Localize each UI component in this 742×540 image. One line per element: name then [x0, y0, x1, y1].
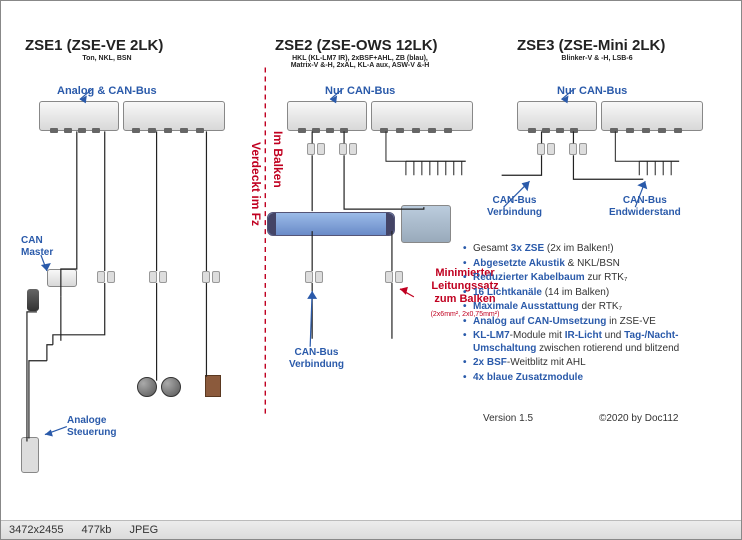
connector-icon [107, 271, 115, 283]
brown-module-icon [205, 375, 221, 397]
can-verb-1-label: CAN-Bus Verbindung [289, 347, 344, 371]
connector-icon [212, 271, 220, 283]
nur-can-2-label: Nur CAN-Bus [557, 85, 627, 97]
zse3-title: ZSE3 (ZSE-Mini 2LK) [517, 37, 665, 54]
analoge-steuerung-label: Analoge Steuerung [67, 415, 116, 439]
zse3-subtitle: Blinker-V & -H, LSB-6 [552, 55, 642, 62]
switchpanel-icon [21, 437, 39, 473]
feature-item: KL-LM7-Module mit IR-Licht und Tag-/Nach… [463, 330, 719, 355]
speaker-icon [161, 377, 181, 397]
zse1-subtitle: Ton, NKL, BSN [67, 55, 147, 62]
connector-icon [569, 143, 577, 155]
zse1-title: ZSE1 (ZSE-VE 2LK) [25, 37, 163, 54]
mic-icon [27, 289, 39, 311]
version-text: Version 1.5 [483, 413, 533, 424]
can-end-label: CAN-Bus Endwiderstand [609, 195, 681, 219]
connector-icon [149, 271, 157, 283]
lightbar-controller-icon [401, 205, 451, 243]
feature-item: 4x blaue Zusatzmodule [463, 372, 719, 385]
can-terminal-icon [47, 269, 77, 287]
connector-icon [395, 271, 403, 283]
im-balken-label: Im Balken [271, 131, 285, 188]
status-bar: 3472x2455 477kb JPEG [1, 520, 741, 539]
zse1-module-back [123, 101, 225, 131]
analog-can-label: Analog & CAN-Bus [57, 85, 157, 97]
feature-item: 16 Lichtkanäle (14 im Balken) [463, 287, 719, 300]
feature-item: Abgesetzte Akustik & NKL/BSN [463, 258, 719, 271]
feature-item: Reduzierter Kabelbaum zur RTK₇ [463, 272, 719, 285]
image-frame: ZSE1 (ZSE-VE 2LK) Ton, NKL, BSN ZSE2 (ZS… [0, 0, 742, 540]
zse2-subtitle: HKL (KL-LM7 IR), 2xBSF+AHL, ZB (blau), M… [285, 55, 435, 69]
connector-icon [317, 143, 325, 155]
connector-icon [159, 271, 167, 283]
lightbar-icon [267, 212, 395, 236]
zse3-module-front [517, 101, 597, 131]
verdeckt-label: Verdeckt im Fz [249, 142, 263, 226]
connector-icon [339, 143, 347, 155]
status-format: JPEG [129, 524, 158, 536]
zse3-module-back [601, 101, 703, 131]
connector-icon [547, 143, 555, 155]
connector-icon [385, 271, 393, 283]
feature-item: Analog auf CAN-Umsetzung in ZSE-VE [463, 316, 719, 329]
connector-icon [537, 143, 545, 155]
connector-icon [315, 271, 323, 283]
connector-icon [97, 271, 105, 283]
feature-item: Gesamt 3x ZSE (2x im Balken!) [463, 243, 719, 256]
feature-item: 2x BSF-Weitblitz mit AHL [463, 357, 719, 370]
connector-icon [307, 143, 315, 155]
can-master-label: CAN Master [21, 235, 53, 259]
zse2-title: ZSE2 (ZSE-OWS 12LK) [275, 37, 438, 54]
copyright-text: ©2020 by Doc112 [599, 413, 678, 424]
connector-icon [349, 143, 357, 155]
zse2-module-back [371, 101, 473, 131]
connector-icon [579, 143, 587, 155]
status-size: 477kb [81, 524, 111, 536]
zse1-module-front [39, 101, 119, 131]
can-verb-2-label: CAN-Bus Verbindung [487, 195, 542, 219]
feature-item: Maximale Ausstattung der RTK₇ [463, 301, 719, 314]
diagram-canvas: ZSE1 (ZSE-VE 2LK) Ton, NKL, BSN ZSE2 (ZS… [7, 7, 735, 515]
speaker-icon [137, 377, 157, 397]
feature-list: Gesamt 3x ZSE (2x im Balken!) Abgesetzte … [463, 243, 719, 386]
connector-icon [305, 271, 313, 283]
nur-can-1-label: Nur CAN-Bus [325, 85, 395, 97]
zse2-module-front [287, 101, 367, 131]
status-dimensions: 3472x2455 [9, 524, 63, 536]
connector-icon [202, 271, 210, 283]
